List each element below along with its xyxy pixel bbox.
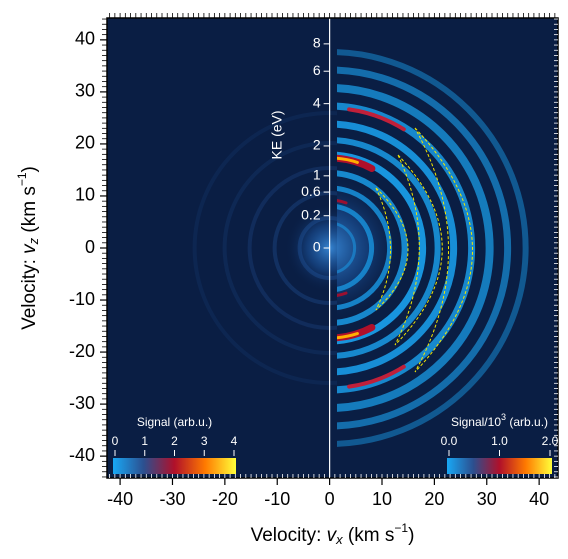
center-glow (284, 203, 337, 293)
signal-arc (347, 107, 406, 132)
x-tick-label: -30 (159, 489, 185, 509)
colorbar-tick-label: 1.0 (491, 434, 508, 448)
x-tick-label: 40 (529, 489, 549, 509)
y-tick-label: 0 (85, 237, 95, 257)
ring (337, 49, 529, 447)
label-part: Velocity: (251, 525, 327, 546)
ke-tick-label: 0 (313, 239, 321, 255)
colorbar-tick-label: 4 (231, 434, 238, 448)
label-part: (arb.u.) (506, 415, 548, 429)
ring (337, 120, 458, 376)
ke-tick-label: 8 (313, 35, 321, 51)
y-tick-label: -30 (69, 393, 95, 413)
x-tick-label: 10 (372, 489, 392, 509)
ke-tick-label: 0.6 (301, 183, 321, 199)
colorbar-label: Signal/103 (arb.u.) (451, 412, 548, 429)
colorbar-tick-label: 0 (112, 434, 119, 448)
label-part: v (327, 525, 338, 546)
velocity-map (107, 18, 558, 478)
label-part: Signal (arb.u.) (137, 415, 212, 429)
label-part: −1 (394, 521, 408, 535)
ring (337, 170, 408, 326)
colorbar-tick-label: 3 (201, 434, 208, 448)
y-tick-label: 20 (75, 133, 95, 153)
colorbar-label: Signal (arb.u.) (137, 415, 212, 429)
colorbar-tick-label: 0.0 (441, 434, 458, 448)
y-tick-label: 30 (75, 81, 95, 101)
colorbar-tick-label: 1 (141, 434, 148, 448)
label-part: (km s (19, 186, 40, 238)
label-part: v (19, 243, 40, 254)
ring (337, 204, 375, 292)
ring (337, 151, 427, 345)
ring (337, 102, 476, 394)
ke-tick-label: 0.2 (301, 206, 321, 222)
ke-tick-label: 4 (313, 94, 321, 110)
signal-arc (337, 332, 359, 340)
label-part: Velocity: (19, 254, 40, 330)
ring (337, 84, 494, 412)
colorbar-tick-label: 2.0 (542, 434, 559, 448)
axis-label: Velocity: vz (km s−1) (15, 166, 41, 330)
label-part: x (335, 532, 343, 547)
x-tick-label: 0 (325, 489, 335, 509)
y-tick-label: 10 (75, 185, 95, 205)
ke-tick-label: 1 (313, 167, 321, 183)
right-half (337, 49, 529, 447)
signal-arc (347, 364, 406, 389)
colorbar (113, 458, 236, 474)
colorbar-tick-label: 2 (171, 434, 178, 448)
ring (337, 66, 512, 430)
colorbar (447, 458, 552, 474)
dashed-region (414, 127, 473, 373)
signal-arc (337, 156, 359, 164)
dashed-region (375, 187, 409, 311)
label-part: 3 (501, 412, 506, 422)
ke-tick-label: 6 (313, 62, 321, 78)
y-tick-label: -10 (69, 289, 95, 309)
label-part: ) (19, 166, 40, 172)
x-tick-label: -40 (107, 489, 133, 509)
ke-tick-label: 2 (313, 137, 321, 153)
label-part: −1 (15, 172, 29, 186)
y-tick-label: -40 (69, 445, 95, 465)
x-tick-label: 30 (477, 489, 497, 509)
x-tick-label: -10 (264, 489, 290, 509)
ring (337, 222, 357, 274)
x-tick-label: -20 (212, 489, 238, 509)
signal-arc (337, 199, 348, 205)
y-tick-label: 40 (75, 29, 95, 49)
label-part: ) (408, 525, 414, 546)
y-tick-label: -20 (69, 341, 95, 361)
ring (337, 137, 441, 359)
label-part: (km s (343, 525, 395, 546)
axis-label: Velocity: vx (km s−1) (251, 521, 415, 547)
ke-axis-label: KE (eV) (268, 110, 284, 159)
label-part: Signal/10 (451, 415, 501, 429)
dashed-region (394, 154, 443, 346)
signal-arc (337, 291, 348, 297)
label-part: z (26, 237, 41, 245)
x-tick-label: 20 (424, 489, 444, 509)
ring (337, 185, 393, 311)
